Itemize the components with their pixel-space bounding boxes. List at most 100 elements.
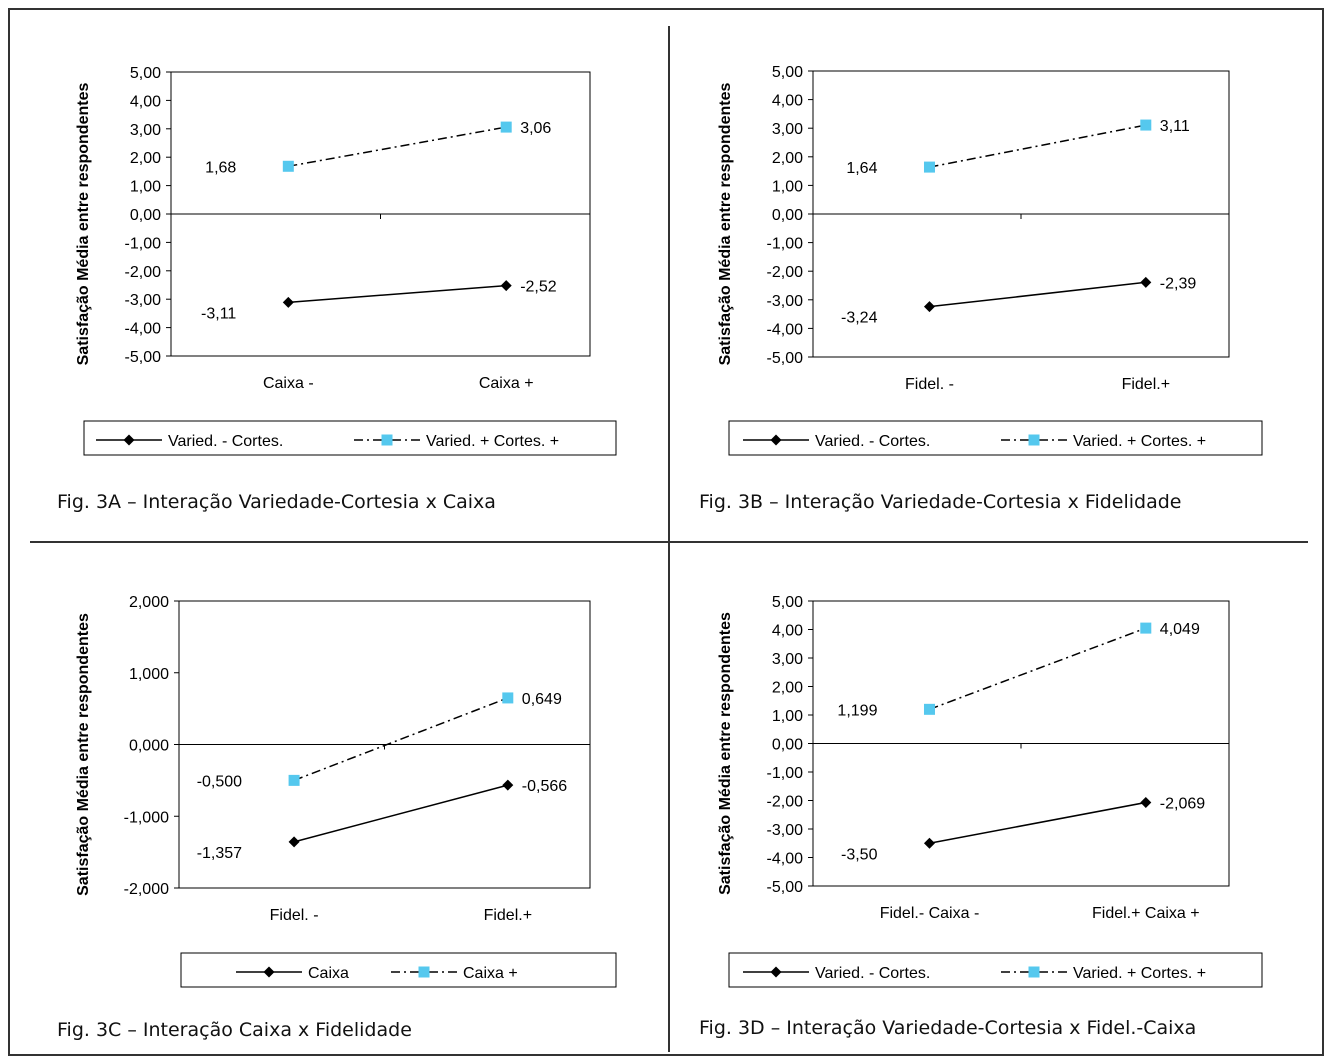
series-line-1 [293, 697, 509, 782]
x-category-label: Caixa + [479, 375, 534, 392]
y-tick-label: -5,00 [767, 879, 804, 896]
data-point-diamond [1140, 796, 1152, 808]
data-label: -2,52 [520, 279, 557, 296]
x-category-label: Fidel. - [270, 907, 319, 924]
y-tick-label: 2,00 [772, 680, 803, 697]
data-point-diamond [288, 836, 300, 848]
y-tick-label: -1,000 [124, 809, 169, 826]
x-category-label: Fidel. - [905, 376, 954, 393]
data-label: -3,50 [841, 846, 878, 863]
series-line-0 [288, 284, 507, 304]
legend-label: Varied. + Cortes. + [1073, 965, 1206, 982]
legend-label: Caixa + [463, 965, 518, 982]
data-point-square [500, 121, 512, 133]
y-axis-label: Satisfação Média entre respondentes [717, 83, 734, 366]
y-tick-label: 3,00 [130, 122, 161, 139]
data-point-diamond [502, 779, 514, 791]
data-point-square [1140, 622, 1152, 634]
y-tick-label: 5,00 [130, 65, 161, 82]
legend-box [728, 420, 1263, 456]
y-axis-label: Satisfação Média entre respondentes [717, 612, 734, 895]
series-line-1 [929, 124, 1146, 168]
y-tick-label: -2,000 [124, 881, 169, 898]
chart-3: 5,00 4,00 3,00 2,00 1,00 0,00 -1,00 -2,00 -3,00 -… [699, 594, 1263, 1039]
y-tick-label: 1,00 [772, 708, 803, 725]
legend-box [728, 952, 1263, 988]
y-tick-label: -1,00 [767, 765, 804, 782]
figure-caption: Fig. 3A – Interação Variedade-Cortesia x… [57, 491, 496, 513]
data-point-square [288, 774, 300, 786]
y-tick-label: 5,00 [772, 64, 803, 81]
chart-0: 5,00 4,00 3,00 2,00 1,00 0,00 -1,00 -2,00 -3,00 -… [57, 65, 617, 513]
data-label: -3,11 [201, 305, 236, 322]
y-tick-label: 2,00 [130, 150, 161, 167]
x-category-label: Fidel.+ [1122, 376, 1170, 393]
legend-box [180, 952, 617, 988]
y-tick-label: 4,00 [772, 623, 803, 640]
legend-label: Varied. - Cortes. [168, 433, 283, 450]
y-tick-label: -3,00 [125, 292, 162, 309]
data-label: 0,649 [522, 691, 562, 708]
y-axis-label: Satisfação Média entre respondentes [75, 613, 92, 896]
data-label: 1,64 [846, 160, 877, 177]
outer-frame [8, 8, 1324, 1056]
data-label: -2,39 [1160, 275, 1197, 292]
x-category-label: Caixa - [263, 375, 314, 392]
data-label: 3,06 [520, 120, 551, 137]
y-axis-label: Satisfação Média entre respondentes [75, 83, 92, 366]
y-tick-label: 0,00 [772, 207, 803, 224]
data-point-diamond [282, 296, 294, 308]
y-tick-label: 0,00 [772, 737, 803, 754]
data-label: 4,049 [1160, 621, 1200, 638]
x-category-label: Fidel.- Caixa - [880, 905, 980, 922]
figure-caption: Fig. 3C – Interação Caixa x Fidelidade [57, 1019, 412, 1041]
y-tick-label: 2,000 [129, 594, 169, 611]
x-category-label: Fidel.+ Caixa + [1092, 905, 1200, 922]
y-tick-label: 0,00 [130, 207, 161, 224]
y-tick-label: -5,00 [125, 349, 162, 366]
legend-label: Varied. + Cortes. + [1073, 433, 1206, 450]
y-tick-label: 1,00 [130, 179, 161, 196]
data-point-square [282, 160, 294, 172]
data-point-diamond [1140, 276, 1152, 288]
data-label: -0,500 [197, 773, 242, 790]
y-tick-label: 4,00 [130, 93, 161, 110]
y-tick-label: 3,00 [772, 121, 803, 138]
series-line-1 [929, 627, 1147, 711]
y-tick-label: -2,00 [767, 794, 804, 811]
legend-marker-diamond [263, 966, 275, 978]
legend-marker-square [1028, 966, 1040, 978]
legend-label: Varied. - Cortes. [815, 433, 930, 450]
data-point-diamond [500, 280, 512, 292]
y-tick-label: 1,00 [772, 178, 803, 195]
series-line-0 [293, 784, 508, 843]
legend-marker-square [381, 434, 393, 446]
data-point-square [923, 161, 935, 173]
series-line-0 [929, 281, 1146, 308]
legend-label: Varied. + Cortes. + [426, 433, 559, 450]
y-tick-label: -2,00 [125, 264, 162, 281]
figure-caption: Fig. 3D – Interação Variedade-Cortesia x… [699, 1017, 1196, 1039]
data-point-square [923, 703, 935, 715]
legend-marker-diamond [770, 434, 782, 446]
data-label: -2,069 [1160, 795, 1205, 812]
data-label: 1,68 [205, 159, 236, 176]
data-label: -1,357 [197, 845, 242, 862]
y-tick-label: -5,00 [767, 350, 804, 367]
data-label: 1,199 [837, 702, 877, 719]
x-category-label: Fidel.+ [484, 907, 532, 924]
legend-label: Caixa [308, 965, 349, 982]
y-tick-label: 1,000 [129, 666, 169, 683]
legend-label: Varied. - Cortes. [815, 965, 930, 982]
chart-2: 2,000 1,000 0,000 -1,000 -2,000 Fidel. - Fidel… [57, 594, 617, 1041]
legend-marker-square [1028, 434, 1040, 446]
y-tick-label: 2,00 [772, 150, 803, 167]
legend-marker-diamond [770, 966, 782, 978]
y-tick-label: -2,00 [767, 264, 804, 281]
y-tick-label: -3,00 [767, 822, 804, 839]
figure-caption: Fig. 3B – Interação Variedade-Cortesia x… [699, 491, 1182, 513]
y-tick-label: 3,00 [772, 651, 803, 668]
y-tick-label: 0,000 [129, 738, 169, 755]
series-line-1 [288, 126, 507, 168]
